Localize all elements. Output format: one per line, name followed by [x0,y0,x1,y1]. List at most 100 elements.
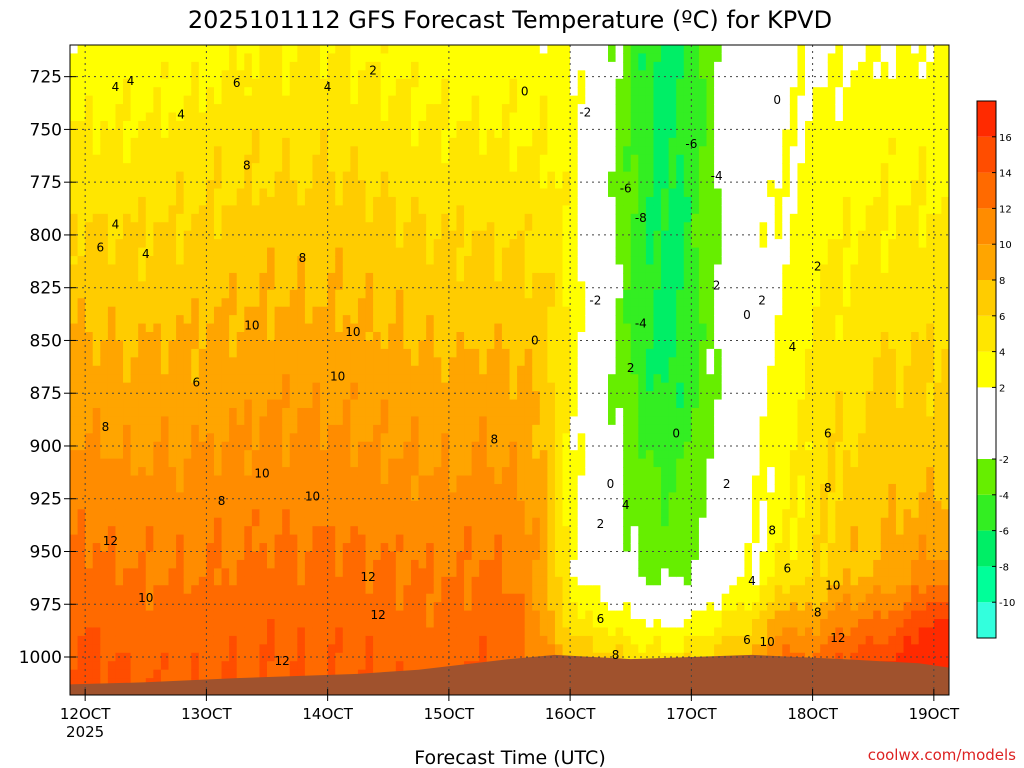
temperature-cell-478 [115,180,124,190]
temperature-cell-2330 [297,213,306,223]
temperature-cell-248 [92,188,101,198]
temperature-cell-2461 [304,669,314,679]
temperature-cell-3407 [403,205,412,215]
temperature-cell-506 [115,416,124,426]
temperature-cell-1882 [251,332,261,342]
temperature-cell-1864 [251,180,261,190]
temperature-cell-4193 [479,340,488,350]
temperature-cell-3664 [426,424,435,434]
temperature-cell-3806 [441,323,450,333]
temperature-cell-731 [138,365,147,375]
temperature-cell-3681 [426,568,435,578]
temperature-cell-4950 [554,230,564,240]
temperature-cell-318 [100,129,109,139]
temperature-cell-3141 [373,559,382,569]
temperature-cell-1413 [206,272,215,282]
temperature-cell-1917 [251,627,261,637]
temperature-cell-2148 [274,627,283,637]
temperature-cell-567 [123,281,132,291]
temperature-cell-4395 [501,95,511,105]
temperature-cell-4891 [547,382,556,392]
temperature-cell-753 [138,551,147,561]
temperature-cell-265 [92,332,101,342]
temperature-cell-355 [100,441,109,451]
temperature-cell-1491 [213,281,223,291]
temperature-cell-3871 [448,222,458,232]
temperature-cell-2759 [335,585,344,595]
temperature-cell-3766 [433,635,442,645]
temperature-cell-2574 [320,323,329,333]
temperature-cell-4735 [532,365,541,375]
temperature-cell-3292 [388,534,397,544]
temperature-cell-3645 [426,264,435,274]
temperature-cell-1282 [191,467,200,477]
temperature-cell-4543 [517,45,526,55]
temperature-cell-2454 [304,610,314,620]
temperature-cell-4560 [517,188,526,198]
temperature-cell-4345 [494,323,503,333]
temperature-cell-1721 [236,272,245,282]
temperature-cell-2947 [357,222,367,232]
temperature-cell-2 [70,61,79,71]
temperature-cell-3157 [380,45,389,55]
temperature-cell-3581 [418,374,427,384]
temperature-cell-3182 [380,256,389,266]
temperature-cell-2521 [312,526,321,536]
temperature-cell-702 [138,120,147,131]
temperature-cell-1317 [198,112,207,122]
temperature-cell-2367 [297,526,306,536]
temperature-cell-3122 [373,399,382,409]
temperature-cell-2909 [350,551,359,561]
temperature-cell-2275 [289,399,298,409]
temperature-cell-982 [160,534,170,544]
temperature-cell-4475 [509,120,518,131]
temperature-cell-1934 [259,120,268,131]
temperature-cell-952 [160,281,170,291]
temperature-cell-4677 [524,526,533,536]
temperature-cell-3700 [433,78,442,88]
temperature-cell-3314 [395,70,405,80]
temperature-cell-2409 [304,230,314,240]
temperature-cell-34 [70,332,79,342]
temperature-cell-1714 [236,213,245,223]
temperature-cell-4815 [539,391,548,401]
temperature-cell-1893 [251,424,261,434]
temperature-cell-1780 [244,120,253,131]
temperature-cell-2045 [267,407,276,418]
temperature-cell-3980 [456,492,465,502]
temperature-cell-2961 [357,340,367,350]
temperature-cell-1842 [244,644,253,654]
temperature-cell-2757 [335,568,344,578]
temperature-cell-632 [130,180,139,190]
temperature-cell-2477 [312,154,321,164]
temperature-cell-445 [107,551,117,561]
temperature-cell-2223 [282,610,291,620]
temperature-cell-785 [145,171,154,181]
temperature-cell-3865 [448,171,458,181]
temperature-cell-1236 [191,78,200,88]
temperature-cell-3950 [456,239,465,249]
temperature-cell-987 [160,576,170,586]
temperature-cell-4367 [494,509,503,519]
temperature-cell-2827 [342,509,351,519]
temperature-cell-3596 [418,500,427,510]
temperature-cell-2526 [312,568,321,578]
temperature-cell-3469 [410,78,420,88]
temperature-cell-2638 [327,213,336,223]
temperature-cell-3660 [426,391,435,401]
temperature-cell-2263 [289,298,298,308]
temperature-cell-3493 [410,281,420,291]
temperature-cell-1318 [198,120,207,131]
temperature-cell-4885 [547,332,556,342]
temperature-cell-2343 [297,323,306,333]
temperature-cell-980 [160,517,170,527]
temperature-cell-3733 [433,357,442,367]
temperature-cell-4316 [494,78,503,88]
temperature-cell-4469 [509,70,518,80]
temperature-cell-875 [153,281,162,291]
temperature-cell-2576 [320,340,329,350]
temperature-cell-878 [153,306,162,316]
temperature-cell-4107 [471,264,480,274]
temperature-cell-3478 [410,154,420,164]
temperature-cell-154 [85,45,94,55]
